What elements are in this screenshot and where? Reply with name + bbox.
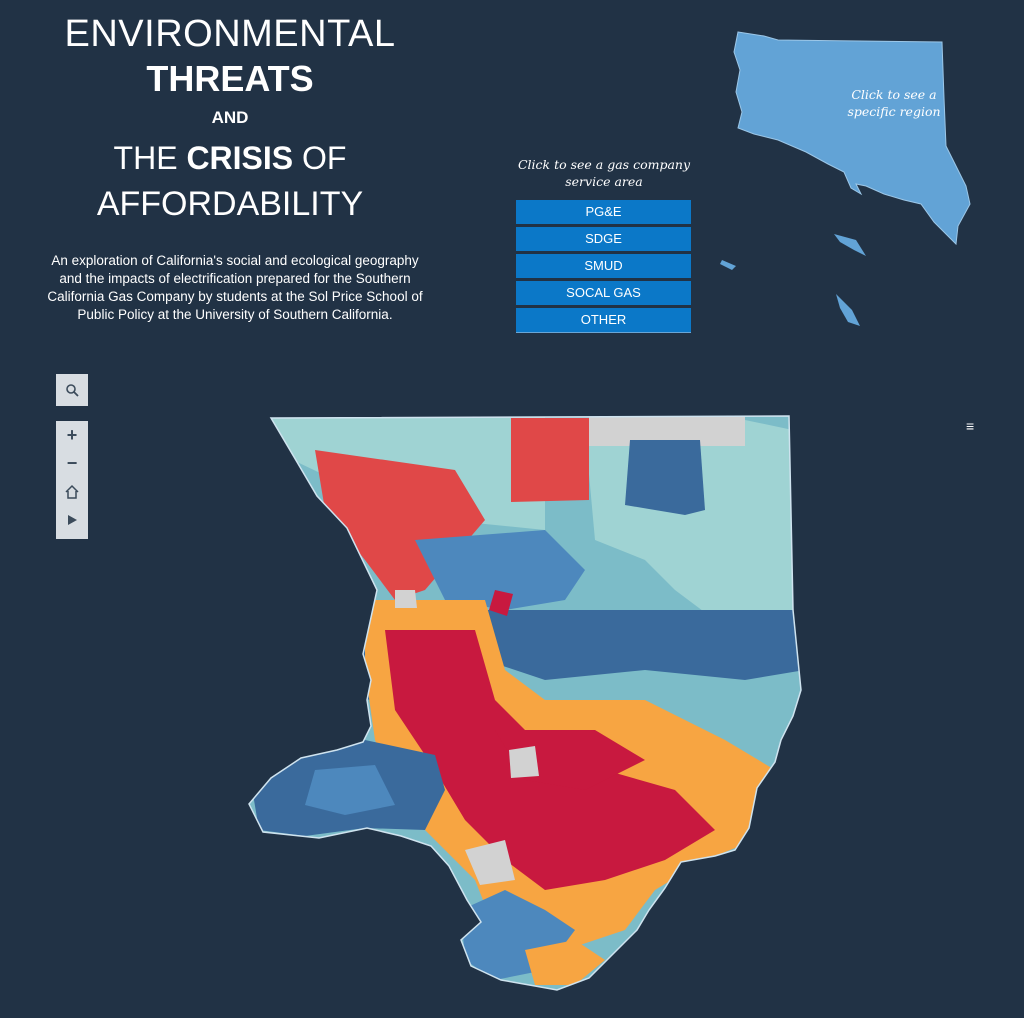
gas-button-smud[interactable]: SMUD — [516, 254, 691, 278]
region-island-b[interactable] — [720, 260, 736, 270]
region-darkred-pocket — [489, 590, 513, 616]
title-line-and: AND — [211, 108, 249, 127]
region-island-c[interactable] — [836, 294, 860, 326]
gas-button-pge[interactable]: PG&E — [516, 200, 691, 224]
description-text: An exploration of California's social an… — [47, 253, 423, 322]
gas-service-list: PG&E SDGE SMUD SOCAL GAS OTHER — [516, 200, 691, 336]
region-orange-harbor — [525, 940, 605, 985]
title-crisis-bold: CRISIS — [186, 140, 294, 176]
zoom-in-button[interactable]: + — [66, 425, 78, 445]
region-blue-foothill — [415, 530, 585, 610]
title-the: THE — [113, 140, 187, 176]
menu-icon[interactable]: ≡ — [966, 418, 975, 434]
region-selector-label: Click to see a specific region — [847, 87, 941, 119]
county-outline — [248, 415, 802, 991]
gas-button-sdge[interactable]: SDGE — [516, 227, 691, 251]
play-button[interactable] — [56, 505, 88, 533]
home-button[interactable] — [56, 477, 88, 505]
home-icon — [65, 485, 79, 499]
title-line-affordability: AFFORDABILITY — [96, 185, 364, 223]
region-blue-coast-inner — [305, 765, 395, 815]
region-grey-north-valley — [395, 590, 417, 608]
magnifier-icon — [66, 383, 79, 397]
map-regions — [249, 416, 801, 990]
gas-button-socal-gas[interactable]: SOCAL GAS — [516, 281, 691, 305]
region-red-north — [511, 418, 589, 502]
county-choropleth-map[interactable] — [245, 410, 805, 995]
region-island-a[interactable] — [834, 234, 866, 256]
region-blue-northeast — [625, 440, 705, 515]
title-block: ENVIRONMENTAL THREATS AND THE CRISIS OF … — [20, 10, 440, 228]
region-selector-map[interactable] — [716, 26, 986, 336]
title-of: OF — [293, 140, 347, 176]
region-blue-valley — [485, 610, 801, 680]
region-county-shape[interactable] — [733, 31, 971, 246]
title-line-crisis: THE CRISIS OF — [20, 136, 440, 180]
title-line-environmental: ENVIRONMENTAL — [64, 13, 396, 55]
region-grey-south — [465, 840, 515, 885]
gas-button-other[interactable]: OTHER — [516, 308, 691, 333]
region-grey-central — [509, 746, 539, 778]
region-grey-north — [589, 416, 745, 446]
gas-service-prompt: Click to see a gas company service area — [517, 157, 691, 189]
title-line-threats: THREATS — [146, 58, 314, 99]
map-zoom-controls: + − — [56, 421, 88, 539]
play-icon — [68, 515, 77, 526]
map-search-button[interactable] — [56, 374, 88, 406]
zoom-out-button[interactable]: − — [66, 453, 78, 473]
